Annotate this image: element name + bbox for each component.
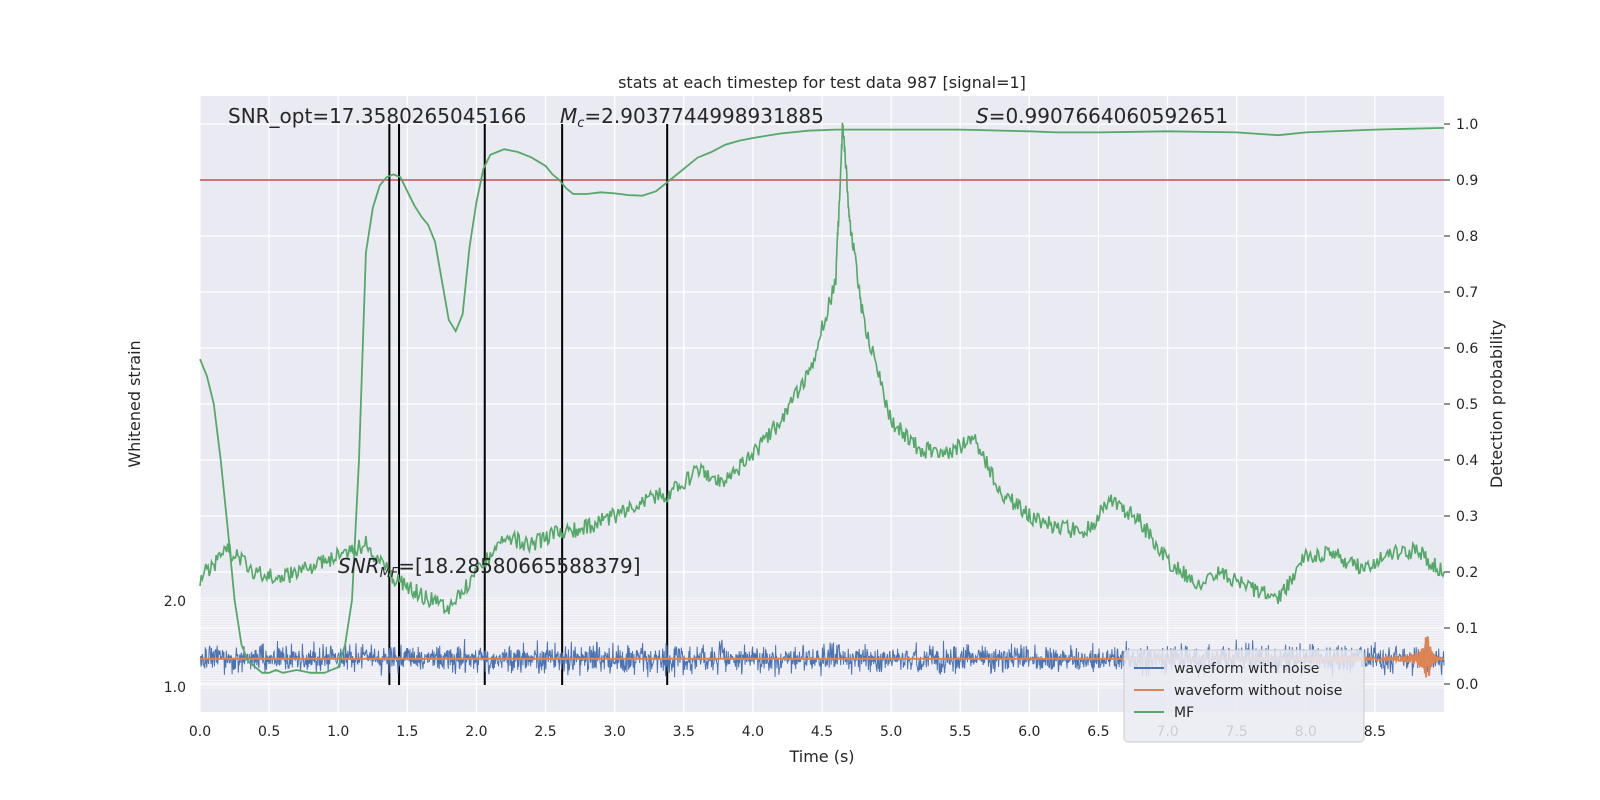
annotation-snr-mf-value: =[18.28580665588379] [398, 554, 640, 578]
legend: waveform with noise waveform without nois… [1123, 649, 1365, 743]
annotation-snr-opt: SNR_opt=17.3580265045166 [228, 104, 526, 128]
legend-label-1: waveform without noise [1174, 683, 1342, 699]
x-tick-label-2: 1.0 [327, 724, 349, 740]
x-tick-label-9: 4.5 [811, 724, 833, 740]
y-tick-label-9: 0.9 [1456, 173, 1478, 189]
annotation-mc-sub: c [577, 116, 584, 131]
y-tick-label-6: 0.6 [1456, 341, 1478, 357]
annotation-snr-mf-sub: MF [380, 566, 399, 581]
legend-box [1123, 649, 1365, 743]
y-tick-label-7: 0.7 [1456, 285, 1478, 301]
y-tick-label-10: 1.0 [1456, 117, 1478, 133]
x-tick-label-11: 5.5 [949, 724, 971, 740]
annotation-s-symbol: S [976, 104, 989, 128]
chart-title: stats at each timestep for test data 987… [618, 73, 1026, 92]
y-right-axis-label: Detection probability [1487, 320, 1506, 488]
x-tick-label-1: 0.5 [258, 724, 280, 740]
annotation-s: S=0.9907664060592651 [976, 104, 1228, 128]
annotation-mc-value: =2.9037744998931885 [584, 104, 823, 128]
y-tick-label-2: 0.2 [1456, 565, 1478, 581]
annotation-snr-mf-symbol: SNR [338, 554, 380, 578]
x-tick-label-3: 1.5 [396, 724, 418, 740]
annotation-s-value: =0.9907664060592651 [989, 104, 1228, 128]
y-tick-label-5: 0.5 [1456, 397, 1478, 413]
x-tick-label-7: 3.5 [673, 724, 695, 740]
annotation-mc-symbol: M [560, 104, 577, 128]
series-mf-probability [199, 122, 1445, 615]
left-tick-top: 2.0 [164, 594, 186, 610]
x-axis-label: Time (s) [788, 747, 854, 766]
y-tick-label-3: 0.3 [1456, 509, 1478, 525]
y-left-axis-label: Whitened strain [125, 340, 144, 467]
x-tick-label-5: 2.5 [534, 724, 556, 740]
x-tick-label-17: 8.5 [1364, 724, 1386, 740]
x-tick-label-10: 5.0 [880, 724, 902, 740]
y-right-axis-ticks: 0.0 0.1 0.2 0.3 0.4 0.5 0.6 0.7 0.8 0.9 1.0 [1444, 117, 1478, 693]
x-tick-label-6: 3.0 [604, 724, 626, 740]
annotation-mc: Mc=2.9037744998931885 [560, 104, 824, 131]
legend-label-0: waveform with noise [1174, 661, 1319, 677]
x-tick-label-4: 2.0 [465, 724, 487, 740]
x-tick-label-8: 4.0 [742, 724, 764, 740]
y-tick-label-4: 0.4 [1456, 453, 1478, 469]
annotation-snr-mf: SNRMF=[18.28580665588379] [338, 554, 641, 581]
vertical-lines [388, 124, 669, 685]
annotations: SNR_opt=17.3580265045166 Mc=2.9037744998… [228, 104, 1228, 581]
x-tick-label-12: 6.0 [1018, 724, 1040, 740]
y-tick-label-8: 0.8 [1456, 229, 1478, 245]
y-tick-label-0: 0.0 [1456, 677, 1478, 693]
legend-label-2: MF [1174, 705, 1194, 721]
x-tick-label-0: 0.0 [189, 724, 211, 740]
x-tick-label-13: 6.5 [1087, 724, 1109, 740]
series-mf [199, 127, 1445, 674]
left-tick-bottom: 1.0 [164, 680, 186, 696]
y-tick-label-1: 0.1 [1456, 621, 1478, 637]
